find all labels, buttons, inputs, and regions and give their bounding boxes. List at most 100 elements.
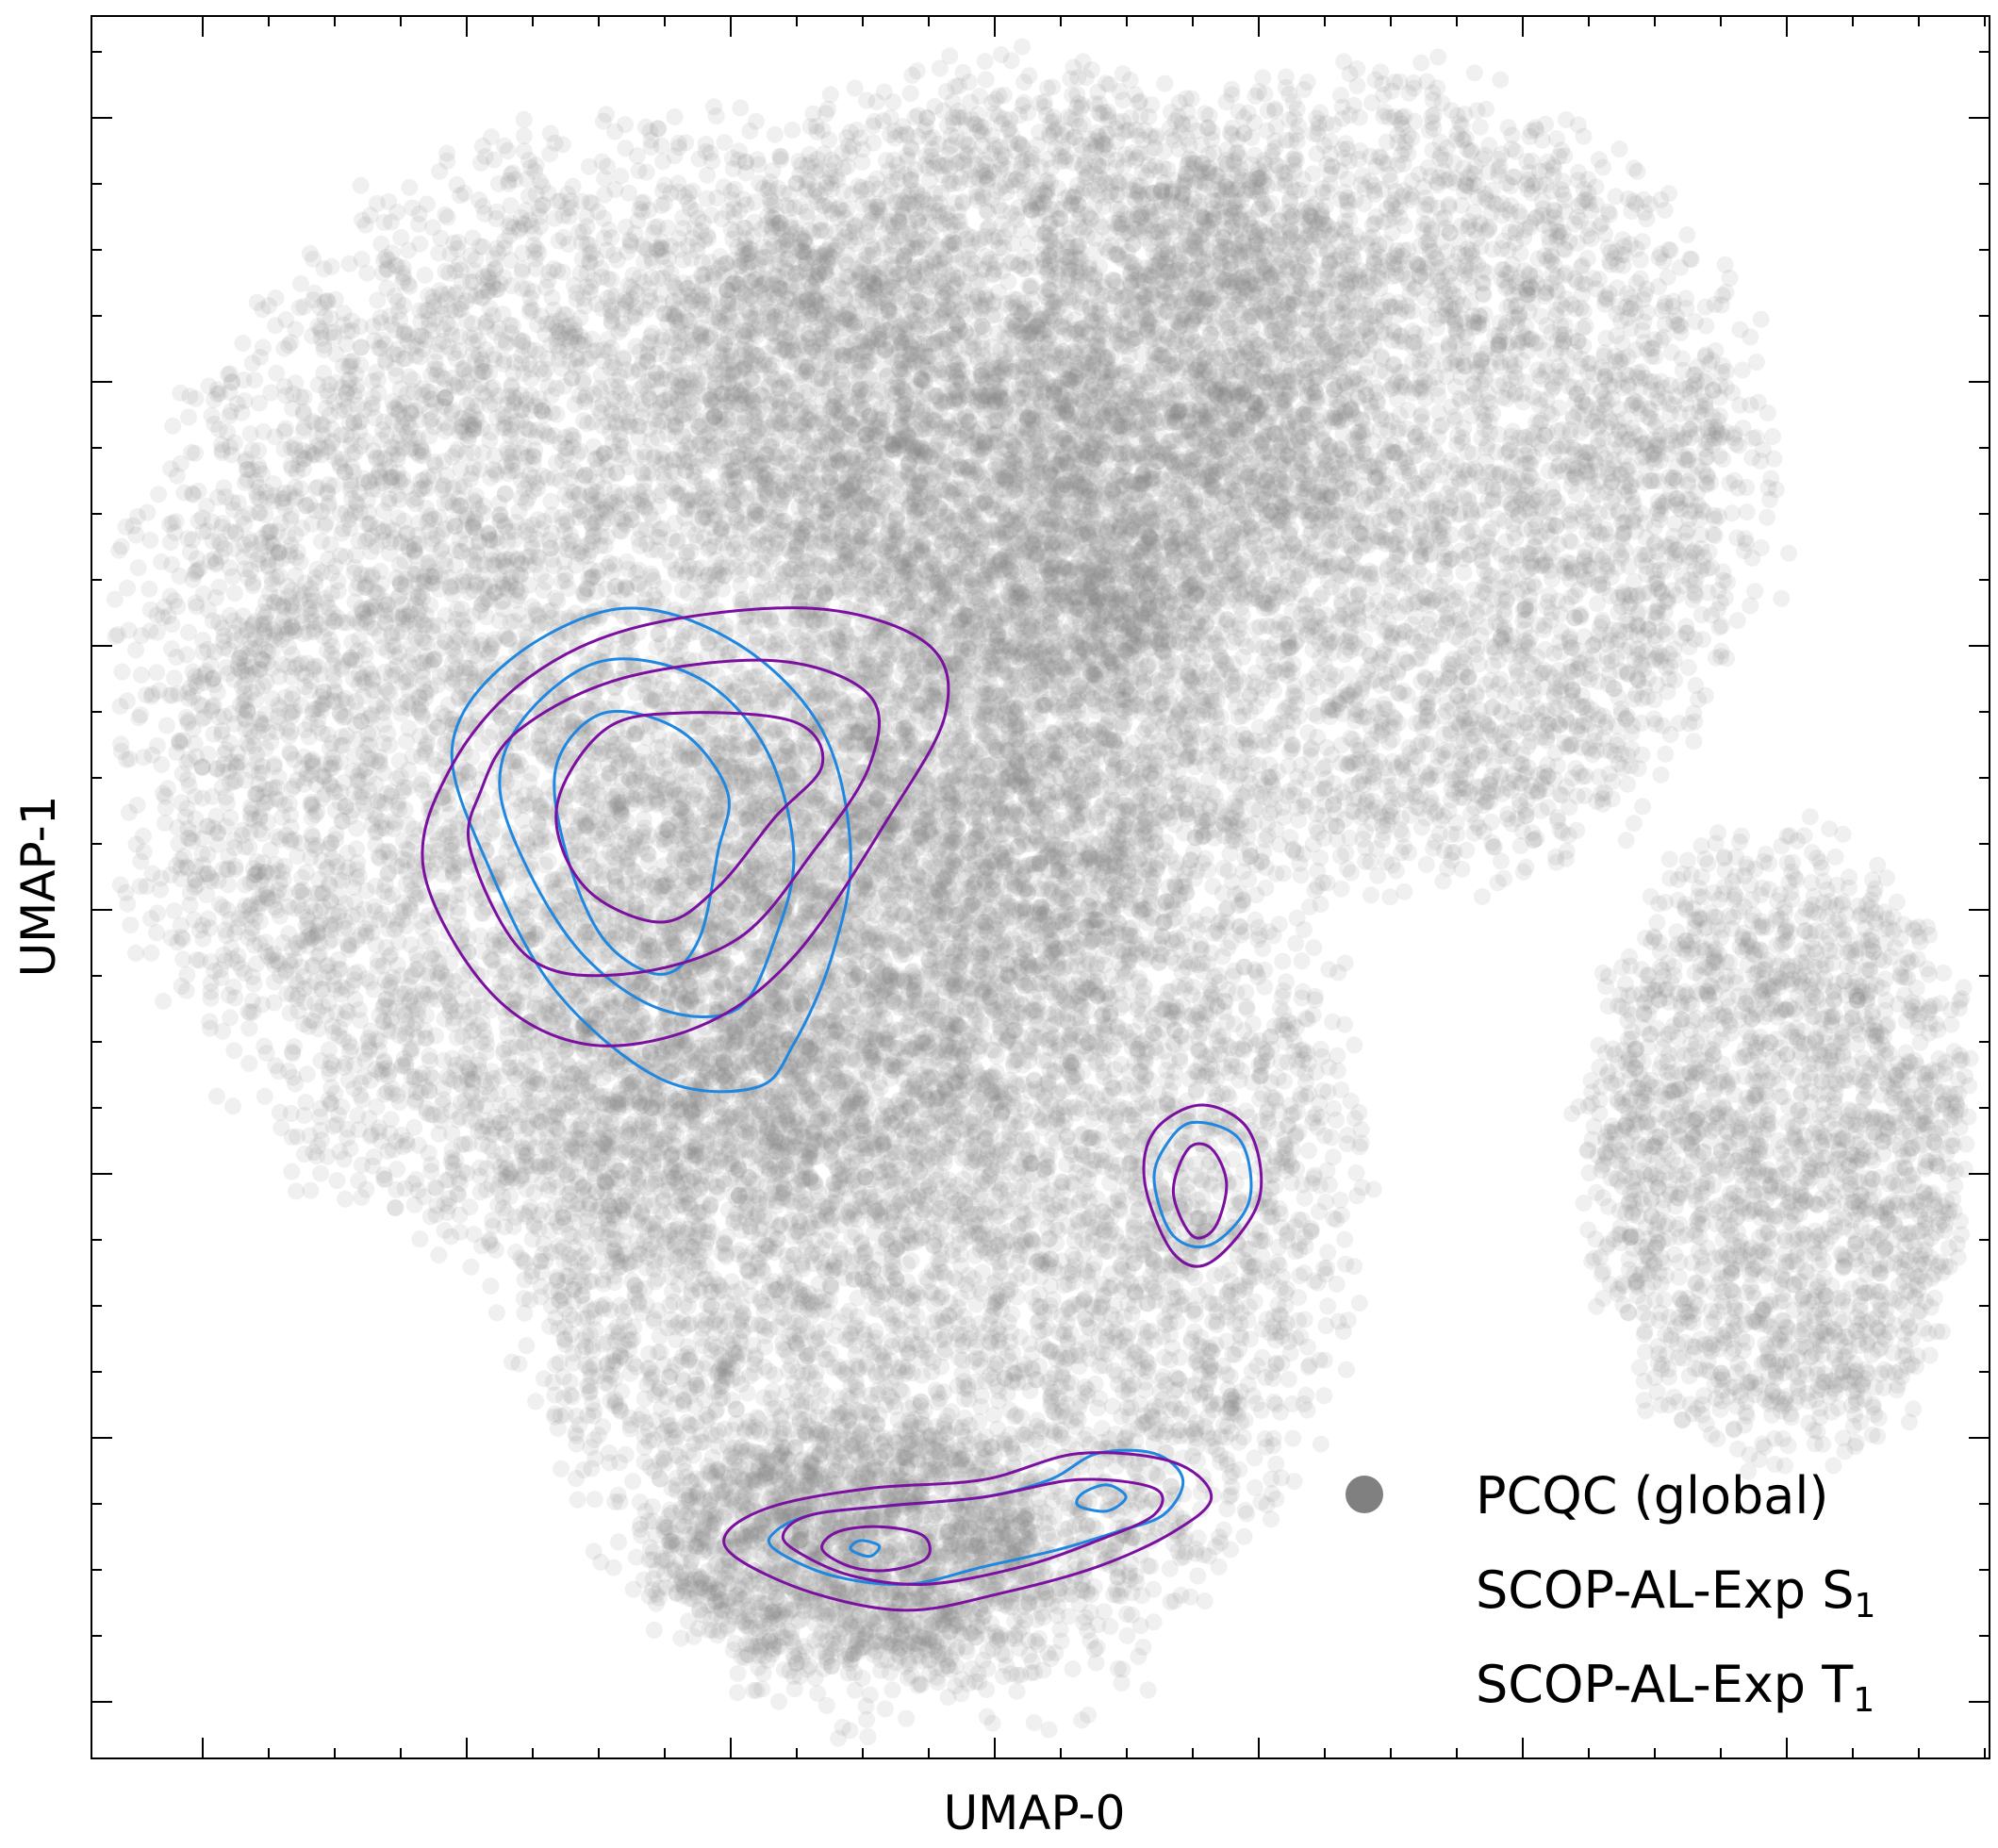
scatter-point xyxy=(922,809,940,826)
scatter-point xyxy=(650,497,668,515)
scatter-point xyxy=(443,674,461,692)
scatter-point xyxy=(760,1023,778,1040)
scatter-point xyxy=(662,787,680,805)
scatter-point xyxy=(229,659,247,677)
scatter-point xyxy=(465,519,483,536)
scatter-point xyxy=(968,396,986,414)
scatter-point xyxy=(733,886,751,904)
scatter-point xyxy=(702,538,718,555)
scatter-point xyxy=(611,1174,629,1192)
scatter-point xyxy=(411,1230,429,1248)
scatter-point xyxy=(675,454,693,471)
scatter-point xyxy=(857,425,875,443)
scatter-point xyxy=(396,1029,414,1047)
scatter-point xyxy=(675,509,693,527)
scatter-point xyxy=(355,470,372,487)
scatter-point xyxy=(493,331,511,349)
scatter-point xyxy=(300,920,318,937)
scatter-point xyxy=(444,863,462,881)
scatter-point xyxy=(857,1029,875,1047)
scatter-point xyxy=(671,1187,689,1205)
scatter-point xyxy=(515,110,533,128)
scatter-point xyxy=(697,142,715,160)
scatter-point xyxy=(690,767,708,785)
scatter-point xyxy=(598,1138,616,1156)
scatter-point xyxy=(551,1124,569,1142)
scatter-point xyxy=(497,1125,515,1143)
scatter-point xyxy=(368,584,386,602)
scatter-point xyxy=(374,957,392,975)
scatter-point xyxy=(457,677,475,695)
scatter-point xyxy=(421,403,438,421)
scatter-point xyxy=(225,1042,243,1060)
scatter-point xyxy=(637,520,655,538)
scatter-point xyxy=(974,371,992,388)
scatter-point xyxy=(662,389,680,407)
scatter-point xyxy=(1006,877,1024,895)
scatter-point xyxy=(754,320,772,338)
scatter-point xyxy=(404,987,421,1005)
scatter-point xyxy=(504,164,521,182)
scatter-point xyxy=(424,219,441,237)
scatter-point xyxy=(474,197,492,215)
scatter-point xyxy=(1100,731,1118,749)
scatter-point xyxy=(421,929,439,946)
scatter-point xyxy=(527,428,545,446)
scatter-point xyxy=(240,1019,258,1037)
scatter-point xyxy=(597,1114,614,1132)
scatter-point xyxy=(1072,710,1090,728)
scatter-point xyxy=(839,699,857,717)
scatter-point xyxy=(1182,738,1200,756)
scatter-point xyxy=(963,328,980,346)
scatter-point xyxy=(730,1030,748,1048)
scatter-point xyxy=(275,339,293,357)
scatter-point xyxy=(368,194,386,212)
scatter-point xyxy=(723,1062,741,1080)
scatter-point xyxy=(132,852,150,870)
scatter-point xyxy=(113,663,131,681)
scatter-point xyxy=(441,1002,459,1020)
scatter-point xyxy=(823,689,841,707)
scatter-point xyxy=(1149,733,1167,751)
scatter-point xyxy=(845,317,863,335)
scatter-point xyxy=(648,791,666,808)
scatter-point xyxy=(312,1164,330,1182)
scatter-point xyxy=(226,585,243,602)
scatter-point xyxy=(190,921,208,939)
scatter-point xyxy=(494,1188,512,1206)
scatter-point xyxy=(944,361,962,379)
scatter-point xyxy=(495,355,512,373)
scatter-point xyxy=(449,1185,467,1203)
scatter-point xyxy=(894,1195,912,1213)
scatter-point xyxy=(1072,615,1089,633)
scatter-point xyxy=(768,969,786,986)
scatter-point xyxy=(950,392,968,409)
scatter-point xyxy=(801,305,818,323)
scatter-point xyxy=(905,593,923,611)
scatter-point xyxy=(905,502,923,520)
scatter-point xyxy=(570,387,588,404)
scatter-point xyxy=(430,1125,448,1143)
scatter-point xyxy=(961,685,979,703)
scatter-point xyxy=(240,648,258,666)
scatter-point xyxy=(792,1163,810,1180)
scatter-point xyxy=(339,1033,357,1051)
scatter-point xyxy=(502,197,520,214)
scatter-point xyxy=(739,244,757,262)
scatter-point xyxy=(771,454,789,472)
scatter-point xyxy=(405,658,422,676)
scatter-point xyxy=(587,341,605,359)
scatter-point xyxy=(636,580,653,598)
scatter-point xyxy=(868,1032,885,1050)
scatter-point xyxy=(753,854,771,872)
scatter-point xyxy=(381,307,399,324)
scatter-point xyxy=(557,682,575,699)
scatter-point xyxy=(710,312,728,330)
scatter-point xyxy=(895,852,913,870)
scatter-point xyxy=(1047,356,1065,373)
scatter-point xyxy=(611,405,629,423)
scatter-point xyxy=(513,355,531,372)
scatter-point xyxy=(1063,784,1081,800)
scatter-point xyxy=(221,438,239,456)
scatter-point xyxy=(180,408,197,426)
